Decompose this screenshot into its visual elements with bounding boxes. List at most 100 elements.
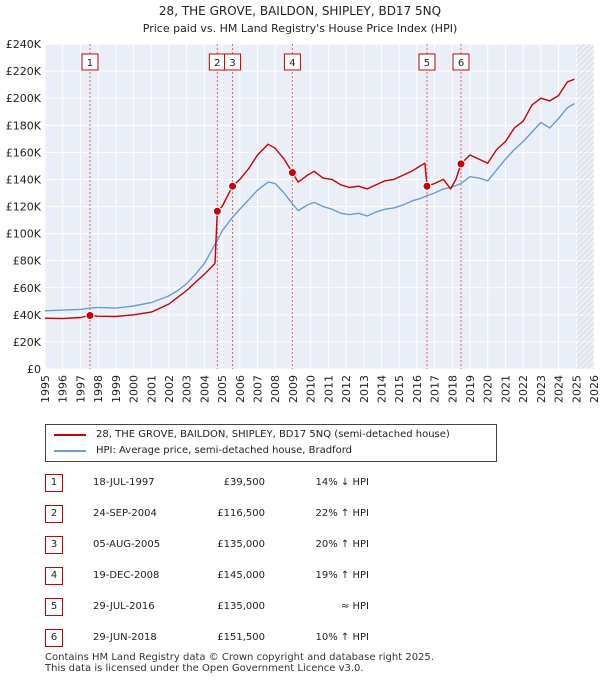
x-tick-label: 2023 bbox=[535, 375, 548, 403]
sale-date: 29-JUL-2016 bbox=[93, 601, 155, 612]
sale-hpi-compare: 10% ↑ HPI bbox=[315, 632, 369, 643]
sale-point bbox=[228, 181, 238, 191]
sale-price: £116,500 bbox=[217, 508, 265, 519]
sale-box-label: 6 bbox=[458, 58, 464, 69]
x-tick-label: 2010 bbox=[305, 375, 318, 403]
sale-box bbox=[418, 53, 436, 71]
x-tick-label: 2008 bbox=[269, 375, 282, 403]
y-tick-label: £0 bbox=[27, 363, 41, 376]
sale-box-label: 2 bbox=[214, 58, 220, 69]
sale-points bbox=[85, 159, 466, 321]
x-tick-label: 1999 bbox=[110, 375, 123, 403]
table-row: 4 19-DEC-2008 £145,000 19% ↑ HPI bbox=[45, 567, 545, 587]
legend-label-hpi: HPI: Average price, semi-detached house,… bbox=[96, 445, 352, 456]
sale-price: £145,000 bbox=[217, 570, 265, 581]
sale-hpi-compare: 20% ↑ HPI bbox=[315, 539, 369, 550]
x-tick-label: 2013 bbox=[358, 375, 371, 403]
sale-point bbox=[287, 168, 297, 178]
sale-date: 29-JUN-2018 bbox=[93, 632, 157, 643]
x-tick-label: 2020 bbox=[482, 375, 495, 403]
sale-hpi-compare: 22% ↑ HPI bbox=[315, 508, 369, 519]
sale-number: 2 bbox=[45, 505, 63, 523]
sale-number: 3 bbox=[45, 536, 63, 554]
x-tick-label: 1996 bbox=[57, 375, 70, 403]
sale-price: £135,000 bbox=[217, 601, 265, 612]
sale-number: 4 bbox=[45, 567, 63, 585]
x-tick-label: 2016 bbox=[411, 375, 424, 403]
x-tick-label: 2006 bbox=[234, 375, 247, 403]
y-tick-label: £240K bbox=[6, 38, 42, 51]
x-tick-label: 2000 bbox=[128, 375, 141, 403]
y-tick-label: £120K bbox=[6, 201, 42, 214]
sale-hpi-compare: 19% ↑ HPI bbox=[315, 570, 369, 581]
sale-box bbox=[283, 53, 301, 71]
property-price-line bbox=[44, 78, 575, 320]
y-tick-label: £220K bbox=[6, 65, 42, 78]
x-tick-label: 1995 bbox=[39, 375, 52, 403]
table-row: 2 24-SEP-2004 £116,500 22% ↑ HPI bbox=[45, 505, 545, 525]
sale-box-label: 3 bbox=[229, 58, 235, 69]
future-hatch bbox=[576, 44, 594, 369]
sale-date: 24-SEP-2004 bbox=[93, 508, 157, 519]
x-tick-label: 2015 bbox=[393, 375, 406, 403]
y-tick-label: £200K bbox=[6, 92, 42, 105]
sale-date: 05-AUG-2005 bbox=[93, 539, 161, 550]
sale-point bbox=[422, 181, 432, 191]
y-tick-label: £180K bbox=[6, 119, 42, 132]
sale-box-label: 5 bbox=[424, 58, 430, 69]
x-tick-label: 2021 bbox=[499, 375, 512, 403]
series-lines bbox=[44, 78, 575, 320]
footer-attribution: Contains HM Land Registry data © Crown c… bbox=[45, 652, 434, 674]
x-tick-label: 2025 bbox=[570, 375, 583, 403]
x-tick-label: 2024 bbox=[553, 375, 566, 403]
x-tick-label: 1998 bbox=[92, 375, 105, 403]
sale-price: £151,500 bbox=[217, 632, 265, 643]
x-tick-label: 2011 bbox=[322, 375, 335, 403]
x-tick-label: 2014 bbox=[375, 375, 388, 403]
sale-price: £39,500 bbox=[223, 477, 265, 488]
sale-date: 19-DEC-2008 bbox=[93, 570, 160, 581]
sale-date: 18-JUL-1997 bbox=[93, 477, 155, 488]
x-tick-label: 2017 bbox=[429, 375, 442, 403]
y-tick-label: £20K bbox=[13, 336, 42, 349]
x-axis-ticks: 1995 1996 1997 1998 1999 2000 2001 2002 2003 2004… bbox=[39, 375, 600, 403]
x-tick-label: 2002 bbox=[163, 375, 176, 403]
chart-subtitle: Price paid vs. HM Land Registry's House … bbox=[143, 22, 458, 35]
y-axis-ticks: £0 £20K £40K £60K £80K £100K £120K £140K £160K £1… bbox=[6, 38, 42, 376]
y-tick-label: £60K bbox=[13, 282, 42, 295]
sale-point bbox=[212, 206, 222, 216]
legend-swatch-blue bbox=[54, 450, 86, 452]
sale-point bbox=[85, 311, 95, 321]
x-tick-label: 2005 bbox=[216, 375, 229, 403]
sale-hpi-compare: 14% ↓ HPI bbox=[315, 477, 369, 488]
x-tick-label: 2019 bbox=[464, 375, 477, 403]
sale-box bbox=[81, 53, 99, 71]
chart-title: 28, THE GROVE, BAILDON, SHIPLEY, BD17 5N… bbox=[159, 4, 441, 18]
table-row: 1 18-JUL-1997 £39,500 14% ↓ HPI bbox=[45, 474, 545, 494]
hpi-line bbox=[44, 102, 575, 312]
price-chart: 28, THE GROVE, BAILDON, SHIPLEY, BD17 5N… bbox=[6, 4, 600, 403]
x-tick-label: 2001 bbox=[145, 375, 158, 403]
y-tick-label: £160K bbox=[6, 146, 42, 159]
sale-point bbox=[456, 159, 466, 169]
x-tick-label: 2022 bbox=[517, 375, 530, 403]
x-tick-label: 2026 bbox=[588, 375, 600, 403]
y-tick-label: £80K bbox=[13, 255, 42, 268]
sale-box-label: 1 bbox=[87, 58, 93, 69]
table-row: 5 29-JUL-2016 £135,000 ≈ HPI bbox=[45, 598, 545, 618]
y-tick-label: £40K bbox=[13, 309, 42, 322]
x-tick-label: 2012 bbox=[340, 375, 353, 403]
footer-line-1: Contains HM Land Registry data © Crown c… bbox=[45, 652, 434, 663]
legend-label-property: 28, THE GROVE, BAILDON, SHIPLEY, BD17 5N… bbox=[96, 429, 450, 440]
x-tick-label: 2003 bbox=[181, 375, 194, 403]
x-tick-label: 2009 bbox=[287, 375, 300, 403]
legend-swatch-red bbox=[54, 434, 86, 436]
y-tick-label: £140K bbox=[6, 173, 42, 186]
y-tick-label: £100K bbox=[6, 228, 42, 241]
x-tick-label: 1997 bbox=[74, 375, 87, 403]
sale-number: 1 bbox=[45, 474, 63, 492]
footer-line-2: This data is licensed under the Open Gov… bbox=[45, 663, 364, 674]
sale-box bbox=[452, 53, 470, 71]
x-tick-label: 2004 bbox=[198, 375, 211, 403]
